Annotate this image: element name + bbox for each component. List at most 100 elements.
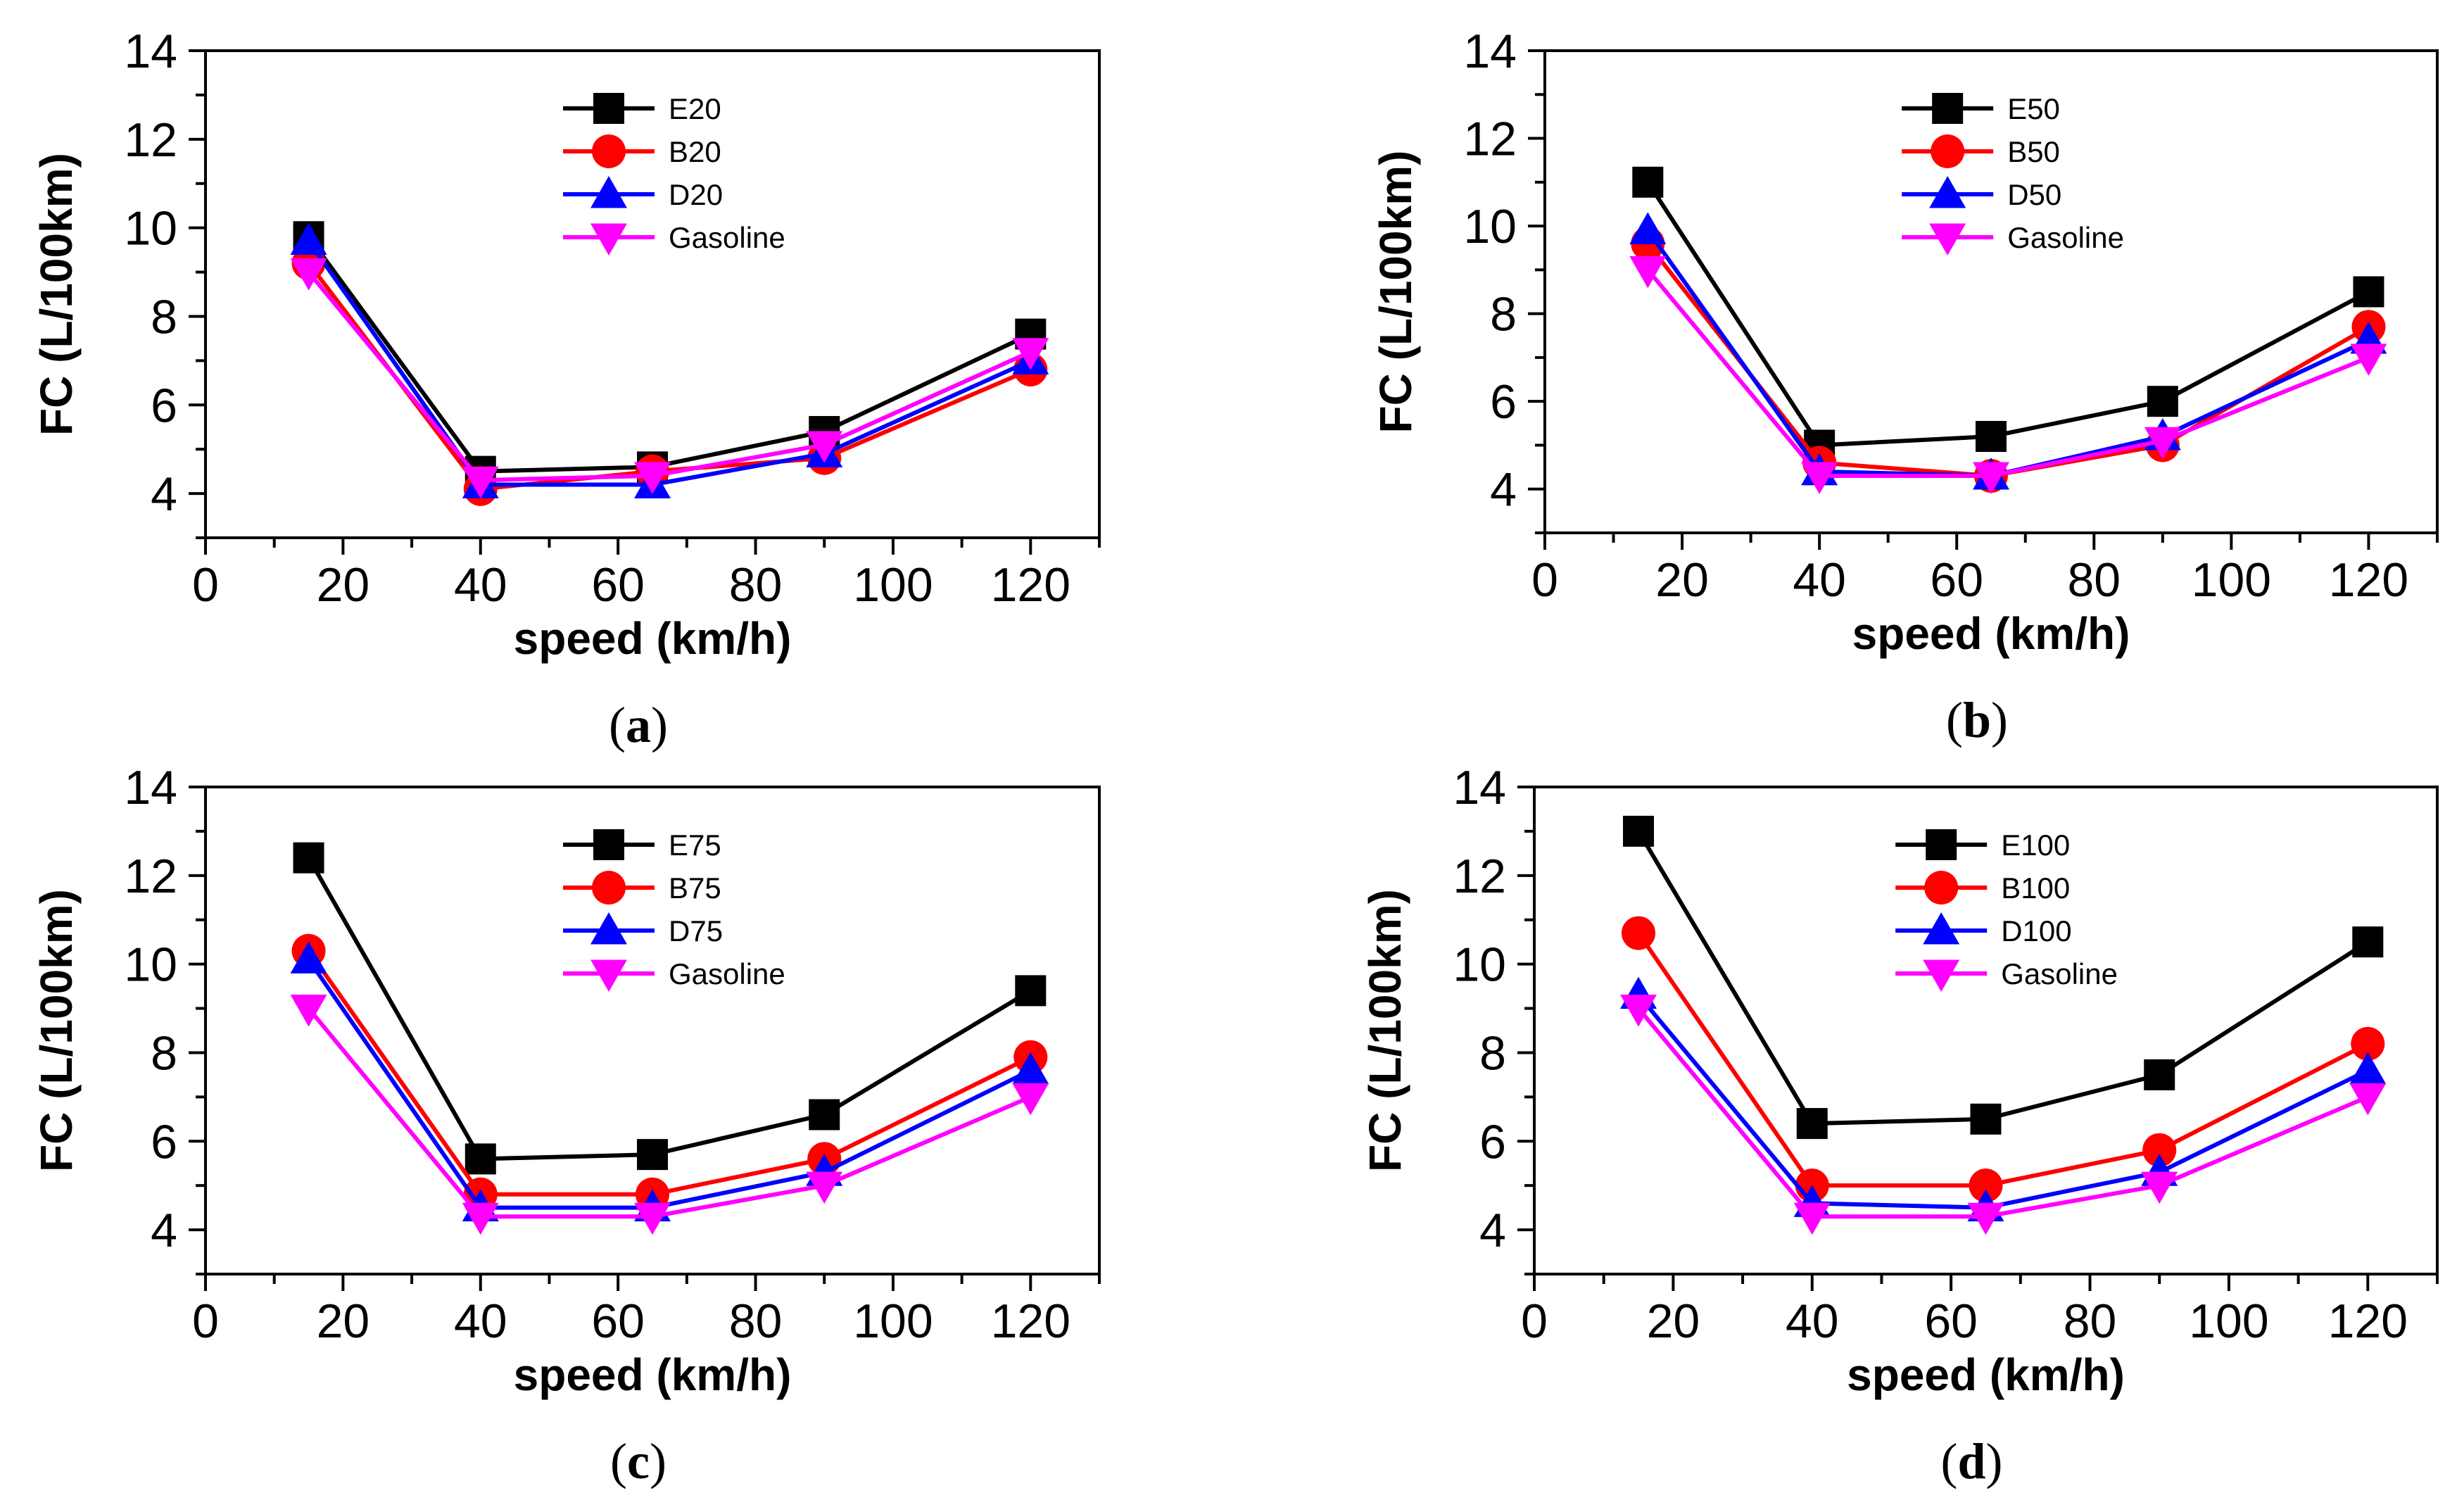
x-tick-label: 60 xyxy=(591,558,645,612)
panel-caption: (c) xyxy=(610,1433,666,1489)
y-tick-label: 4 xyxy=(1479,1204,1506,1257)
x-tick-label: 80 xyxy=(729,1294,783,1348)
legend-label: B20 xyxy=(669,135,721,168)
x-tick-label: 0 xyxy=(1531,553,1558,607)
legend-marker xyxy=(592,871,626,905)
legend-marker xyxy=(1923,912,1960,945)
y-tick-label: 8 xyxy=(151,290,177,344)
data-point-e100 xyxy=(2144,1059,2175,1090)
data-point-gasoline xyxy=(1967,1202,2004,1235)
data-point-b100 xyxy=(1969,1168,2003,1203)
x-tick-label: 40 xyxy=(454,558,507,612)
y-axis-title: FC (L/100km) xyxy=(31,889,82,1172)
x-tick-label: 40 xyxy=(1786,1294,1839,1348)
series-line-gasoline xyxy=(307,270,1032,483)
data-point-gasoline xyxy=(634,1202,671,1235)
legend-marker xyxy=(1929,176,1966,208)
legend-label: E100 xyxy=(2001,829,2070,862)
y-tick-label: 14 xyxy=(124,761,177,814)
chart-panel-c: 0 20 40 60 80 100 120 4 6 8 10 12 14 speed (km/h) FC (… xyxy=(31,761,1101,1489)
legend-label: B100 xyxy=(2001,871,2070,905)
data-point-e75 xyxy=(637,1139,668,1171)
series-line-e20 xyxy=(307,235,1032,474)
data-point-e100 xyxy=(1970,1103,2002,1135)
legend-label: D50 xyxy=(2007,178,2061,211)
data-point-gasoline xyxy=(290,258,327,291)
series-line-gasoline xyxy=(1646,268,2370,479)
plot-frame xyxy=(204,786,1101,1275)
data-point-gasoline xyxy=(1629,256,1667,289)
x-tick-label: 0 xyxy=(192,558,219,612)
y-tick-label: 8 xyxy=(1490,288,1517,341)
x-axis-title: speed (km/h) xyxy=(1847,1349,2125,1400)
y-tick-label: 10 xyxy=(124,938,177,992)
data-point-e75 xyxy=(809,1099,840,1130)
legend-label: D75 xyxy=(669,914,723,947)
x-tick-label: 120 xyxy=(991,1294,1070,1348)
data-point-gasoline xyxy=(1793,1202,1831,1235)
series-line-d20 xyxy=(307,239,1032,487)
x-tick-label: 60 xyxy=(1930,553,1983,607)
data-point-b100 xyxy=(2142,1133,2177,1167)
legend-marker xyxy=(593,93,624,124)
x-tick-label: 40 xyxy=(1793,553,1846,607)
series-line-d50 xyxy=(1645,229,2370,479)
panel-caption: (b) xyxy=(1946,692,2008,748)
x-axis-title: speed (km/h) xyxy=(1852,608,2130,659)
plot-frame xyxy=(204,49,1101,539)
plot-frame xyxy=(1543,49,2439,534)
data-point-gasoline xyxy=(2144,427,2181,460)
data-point-e100 xyxy=(2352,926,2384,958)
y-axis-title: FC (L/100km) xyxy=(1370,151,1421,434)
data-point-e75 xyxy=(465,1143,496,1175)
x-tick-label: 120 xyxy=(2329,553,2408,607)
y-tick-label: 6 xyxy=(151,379,177,432)
x-tick-label: 100 xyxy=(2192,553,2271,607)
x-tick-label: 0 xyxy=(192,1294,219,1348)
x-tick-label: 20 xyxy=(1655,553,1709,607)
x-tick-label: 0 xyxy=(1521,1294,1548,1348)
x-tick-label: 20 xyxy=(317,1294,370,1348)
data-point-gasoline xyxy=(2349,1083,2387,1116)
data-point-e100 xyxy=(1796,1108,1828,1140)
legend-marker xyxy=(1931,134,1965,168)
y-tick-label: 4 xyxy=(151,1204,177,1257)
legend-marker xyxy=(1924,871,1959,905)
y-tick-label: 8 xyxy=(1479,1026,1506,1080)
x-tick-label: 120 xyxy=(2328,1294,2408,1348)
y-tick-label: 4 xyxy=(1490,463,1517,517)
data-point-e50 xyxy=(1632,166,1664,198)
x-tick-label: 80 xyxy=(729,558,783,612)
legend-label: Gasoline xyxy=(2001,957,2118,990)
y-tick-label: 6 xyxy=(1479,1115,1506,1168)
data-point-gasoline xyxy=(1012,338,1049,370)
y-tick-label: 10 xyxy=(1463,200,1517,253)
legend-marker xyxy=(1932,93,1964,124)
data-point-gasoline xyxy=(1620,995,1657,1027)
data-point-gasoline xyxy=(806,431,843,463)
data-point-gasoline xyxy=(2350,344,2387,376)
legend-label: E50 xyxy=(2007,92,2060,125)
panel-caption: (d) xyxy=(1940,1433,2002,1489)
x-tick-label: 80 xyxy=(2067,553,2121,607)
x-axis-title: speed (km/h) xyxy=(514,1349,792,1400)
y-axis-title: FC (L/100km) xyxy=(31,153,82,436)
data-point-gasoline xyxy=(1973,462,2009,495)
legend-label: E20 xyxy=(669,92,721,125)
legend-label: Gasoline xyxy=(2007,221,2124,254)
legend-label: D20 xyxy=(669,178,723,211)
data-point-e100 xyxy=(1623,815,1655,847)
chart-panel-d: 0 20 40 60 80 100 120 4 6 8 10 12 14 speed (km/h) FC (… xyxy=(1360,761,2439,1489)
x-tick-label: 40 xyxy=(454,1294,507,1348)
legend-label: D100 xyxy=(2001,914,2071,947)
data-point-e75 xyxy=(293,842,324,874)
series-line-d75 xyxy=(307,958,1032,1210)
y-tick-label: 6 xyxy=(1490,375,1517,429)
y-tick-label: 4 xyxy=(151,467,177,521)
data-point-e75 xyxy=(1015,975,1047,1007)
x-tick-label: 80 xyxy=(2064,1294,2117,1348)
data-point-d100 xyxy=(2349,1052,2387,1085)
y-tick-label: 12 xyxy=(1453,850,1506,903)
data-point-b100 xyxy=(1622,916,1656,950)
legend-label: Gasoline xyxy=(669,957,785,990)
